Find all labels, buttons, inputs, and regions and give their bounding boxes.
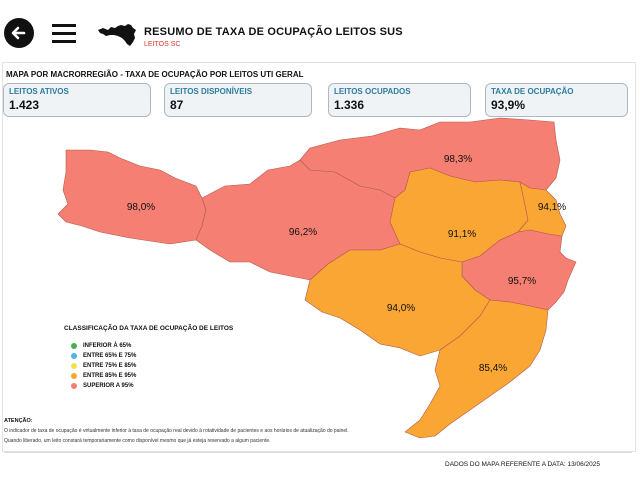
region-label: 98,0% xyxy=(127,202,155,213)
stat-value: 87 xyxy=(170,98,184,112)
legend-swatch-icon xyxy=(71,353,77,359)
stat-value: 1.423 xyxy=(9,98,40,112)
menu-bar-line xyxy=(52,40,76,43)
region-label: 96,2% xyxy=(289,227,317,238)
region-label: 91,1% xyxy=(448,229,476,240)
stat-card-leitos-ocupados: LEITOS OCUPADOS 1.336 xyxy=(328,83,471,117)
menu-bar-line xyxy=(52,32,76,35)
legend-swatch-icon xyxy=(71,343,77,349)
stat-card-leitos-ativos: LEITOS ATIVOS 1.423 xyxy=(3,83,151,117)
top-bar: RESUMO DE TAXA DE OCUPAÇÃO LEITOS SUS LE… xyxy=(0,0,640,66)
footer-divider xyxy=(4,452,632,453)
legend-label: INFERIOR À 65% xyxy=(83,343,132,349)
page-title: RESUMO DE TAXA DE OCUPAÇÃO LEITOS SUS xyxy=(144,26,403,38)
legend-item: INFERIOR À 65% xyxy=(71,343,131,349)
notice-text: O indicador de taxa de ocupação é virtua… xyxy=(4,428,349,434)
notice-title: ATENÇÃO: xyxy=(4,418,33,424)
legend-title: CLASSIFICAÇÃO DA TAXA DE OCUPAÇÃO DE LEI… xyxy=(64,325,234,332)
santa-catarina-map-icon xyxy=(98,24,136,46)
legend-label: ENTRE 65% E 75% xyxy=(83,353,137,359)
region-label: 98,3% xyxy=(444,154,472,165)
back-button[interactable] xyxy=(4,18,34,48)
legend-item: SUPERIOR A 95% xyxy=(71,383,134,389)
stat-label: LEITOS ATIVOS xyxy=(9,87,69,96)
legend-label: ENTRE 75% E 85% xyxy=(83,363,137,369)
stat-label: LEITOS DISPONÍVEIS xyxy=(170,87,253,96)
legend-swatch-icon xyxy=(71,383,77,389)
legend-swatch-icon xyxy=(71,363,77,369)
page-subtitle: LEITOS SC xyxy=(144,41,181,48)
legend-label: ENTRE 85% E 95% xyxy=(83,373,137,379)
region-label: 95,7% xyxy=(508,276,536,287)
legend-item: ENTRE 65% E 75% xyxy=(71,353,136,359)
menu-bar-line xyxy=(52,24,76,27)
hamburger-menu-button[interactable] xyxy=(52,24,76,46)
region-label: 94,1% xyxy=(538,202,566,213)
stat-value: 93,9% xyxy=(491,98,526,112)
stat-label: LEITOS OCUPADOS xyxy=(334,87,411,96)
stat-card-leitos-disponiveis: LEITOS DISPONÍVEIS 87 xyxy=(164,83,312,117)
legend-label: SUPERIOR A 95% xyxy=(83,383,134,389)
notice-text: Quando liberado, um leito constará tempo… xyxy=(4,438,271,444)
map-region[interactable] xyxy=(404,299,549,439)
stat-card-taxa-ocupacao: TAXA DE OCUPAÇÃO 93,9% xyxy=(485,83,628,117)
stat-label: TAXA DE OCUPAÇÃO xyxy=(491,87,574,96)
stat-value: 1.336 xyxy=(334,98,365,112)
region-label: 94,0% xyxy=(387,303,415,314)
legend-item: ENTRE 75% E 85% xyxy=(71,363,136,369)
map-region[interactable] xyxy=(57,149,207,245)
map-title: MAPA POR MACRORREGIÃO - TAXA DE OCUPAÇÃO… xyxy=(6,70,304,79)
legend-swatch-icon xyxy=(71,373,77,379)
legend-item: ENTRE 85% E 95% xyxy=(71,373,136,379)
arrow-left-icon xyxy=(11,26,26,40)
region-label: 85,4% xyxy=(479,363,507,374)
data-reference-date: DADOS DO MAPA REFERENTE A DATA: 13/06/20… xyxy=(445,461,600,468)
